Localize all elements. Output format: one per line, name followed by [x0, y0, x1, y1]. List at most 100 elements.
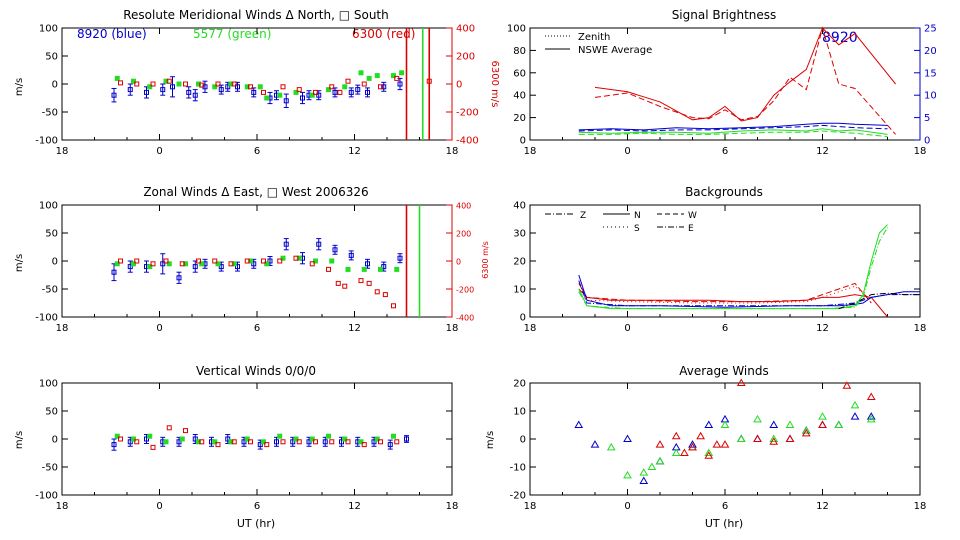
data-point	[397, 81, 403, 87]
data-point	[127, 439, 133, 445]
data-point	[680, 448, 689, 456]
data-point	[248, 439, 253, 445]
y-tick-label: 10	[513, 285, 526, 296]
data-point	[769, 437, 779, 445]
data-point	[329, 439, 335, 445]
data-point	[322, 439, 328, 445]
data-point	[264, 442, 270, 448]
x-tick-label: 0	[156, 323, 162, 334]
data-point	[332, 89, 338, 95]
right-tick-label: 0	[924, 136, 930, 147]
data-point	[696, 431, 705, 440]
data-point	[623, 470, 632, 479]
data-point	[183, 428, 188, 434]
data-point	[283, 241, 289, 247]
data-point	[404, 436, 409, 442]
x-tick-label: 0	[624, 146, 630, 157]
data-point	[306, 439, 312, 445]
data-point	[736, 378, 746, 386]
data-point	[225, 436, 231, 442]
data-point	[277, 92, 283, 98]
meridional-ylabel: m/s	[14, 78, 25, 96]
data-point	[293, 255, 299, 261]
data-point	[228, 261, 234, 267]
x-tick-label: 6	[254, 146, 260, 157]
data-point	[280, 255, 286, 261]
data-point	[361, 266, 367, 272]
data-point	[261, 89, 266, 95]
data-point	[196, 258, 201, 264]
data-point	[671, 448, 681, 456]
data-point	[296, 87, 302, 93]
data-point	[215, 261, 221, 267]
series-red-w	[578, 282, 872, 304]
data-point	[366, 75, 372, 81]
data-point	[842, 381, 852, 389]
brightness-overlay: 8920	[822, 30, 858, 46]
data-point	[391, 303, 396, 309]
data-point	[574, 420, 584, 428]
legend-8920: 8920 (blue)	[77, 27, 147, 41]
x-tick-label: 18	[56, 323, 69, 334]
data-point	[183, 81, 188, 87]
data-point	[704, 448, 714, 456]
data-point	[342, 283, 348, 289]
data-point	[769, 434, 779, 442]
y-tick-label: 20	[513, 257, 526, 268]
data-point	[111, 269, 117, 275]
data-point	[704, 451, 714, 459]
data-point	[704, 420, 714, 428]
data-point	[231, 261, 237, 267]
data-point	[267, 258, 273, 264]
data-point	[212, 84, 218, 90]
data-point	[111, 92, 117, 98]
x-tick-label: 12	[348, 146, 361, 157]
data-point	[231, 81, 237, 87]
right-tick-label: 10	[924, 91, 937, 102]
data-point	[371, 439, 377, 445]
data-point	[606, 442, 616, 451]
y-tick-label: 60	[513, 68, 526, 79]
plot-frame	[61, 204, 453, 318]
data-point	[818, 412, 827, 420]
y-tick-label: 30	[513, 229, 526, 240]
data-point	[671, 431, 681, 440]
series-line	[578, 124, 888, 132]
data-point	[309, 92, 315, 98]
panel-average: Average Winds m/s UT (hr)	[485, 364, 769, 530]
data-point	[399, 70, 405, 76]
data-point	[179, 261, 185, 267]
data-point	[623, 434, 632, 442]
right-tick-label: -400	[456, 314, 474, 323]
panel-zonal: Zonal Winds Δ East, □ West 2006326 m/s 6…	[14, 185, 490, 279]
data-point	[801, 428, 811, 437]
data-point	[296, 255, 302, 261]
x-tick-label: 0	[624, 501, 630, 512]
data-point	[225, 84, 231, 90]
data-point	[231, 439, 237, 445]
data-point	[160, 261, 166, 267]
data-point	[358, 278, 364, 284]
right-tick-label: 0	[456, 258, 461, 267]
data-point	[639, 476, 649, 484]
data-point	[785, 434, 795, 442]
data-point	[345, 266, 351, 272]
data-point	[326, 433, 331, 439]
data-point	[261, 258, 266, 264]
data-point	[647, 462, 657, 470]
panel-brightness: Signal Brightness Zenith NSWE Average 89…	[545, 8, 858, 56]
vertical-xlabel: UT (hr)	[237, 517, 275, 530]
data-point	[391, 433, 396, 439]
series-line	[578, 224, 888, 310]
plot-frame	[61, 382, 453, 496]
y-tick-label: 80	[513, 46, 526, 57]
data-point	[218, 264, 224, 270]
right-tick-label: -200	[456, 286, 474, 295]
right-tick-label: 5	[924, 113, 930, 124]
data-point	[144, 89, 149, 95]
data-point	[215, 442, 221, 448]
series-8920	[574, 412, 876, 484]
